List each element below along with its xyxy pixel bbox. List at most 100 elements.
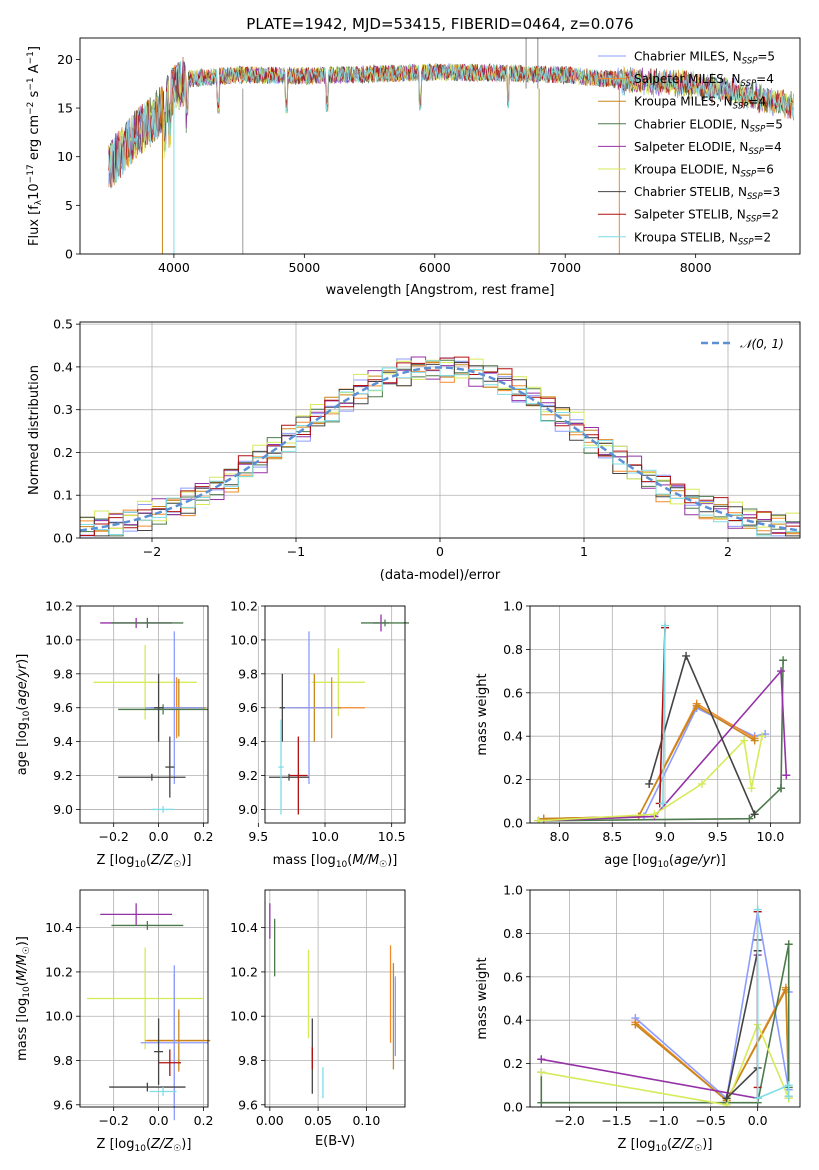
y-tick-label: 0 (65, 247, 73, 262)
z-mass-ylabel: mass [log10(M/M☉)] (15, 936, 32, 1061)
x-tick-label: −2.0 (554, 1113, 584, 1128)
weight-marker (534, 816, 543, 823)
label-part: 10 (134, 1144, 146, 1154)
legend-label: Kroupa STELIB, NSSP=2 (634, 230, 771, 247)
legend-name: Salpeter ELODIE, N (634, 140, 748, 154)
weight-marker (658, 799, 667, 808)
legend-sub: SSP (741, 170, 757, 180)
y-tick-label: 10.2 (230, 599, 258, 614)
y-tick-label: 9.2 (53, 768, 73, 783)
label-part: )] (387, 853, 397, 868)
label-part: ( (15, 706, 30, 711)
z-mass-points (86, 903, 211, 1121)
x-tick-label: 1 (580, 544, 588, 559)
y-tick-label: 9.4 (238, 734, 258, 749)
z-age-ylabel: age [log10(age/yr)] (15, 654, 32, 776)
label-part: Z [log (97, 1137, 135, 1152)
label-part: 10 (27, 183, 42, 200)
legend-value: =2 (754, 230, 772, 244)
spectrum-xlabel: wavelength [Angstrom, rest frame] (326, 283, 555, 298)
spectrum-ylabel: Flux [fλ10−17 erg cm−2 s−1 A−1] (26, 46, 44, 246)
weight-line-kroupa-miles (634, 986, 790, 1102)
residuals-frame (79, 321, 801, 539)
label-part: ( (667, 1137, 672, 1152)
weight-line-kroupa-stelib (662, 625, 666, 804)
x-tick-label: −1 (287, 544, 305, 559)
y-tick-label: 10.2 (45, 964, 73, 979)
x-tick-label: 10.5 (378, 829, 406, 844)
spectrum-kroupa-stelib (108, 60, 794, 189)
label-part: Z/Z (671, 1137, 695, 1152)
y-tick-label: 0.3 (53, 402, 73, 417)
y-tick-label: 0.1 (53, 488, 73, 503)
label-part: )] (181, 1137, 191, 1152)
ebv-mass-frame (264, 889, 406, 1108)
y-tick-label: 9.6 (53, 1097, 73, 1112)
label-part: 10 (336, 860, 348, 870)
x-tick-label: 2 (724, 544, 732, 559)
x-tick-label: −1.0 (648, 1113, 678, 1128)
spectrum-axes: 4000 5000 6000 7000 8000 0 5 10 15 20 (57, 52, 712, 275)
z-age-xlabel: Z [log10(Z/Z☉)] (97, 853, 192, 870)
x-tick-label: −2 (143, 544, 161, 559)
residuals-ylabel: Normed distribution (27, 365, 42, 495)
legend-label: Salpeter MILES, NSSP=4 (634, 72, 774, 89)
legend-label: Salpeter STELIB, NSSP=2 (634, 208, 779, 225)
label-part: ☉ (173, 1144, 181, 1154)
weight-marker (784, 940, 793, 949)
label-part: mass [log (273, 853, 336, 868)
y-tick-label: 9.6 (53, 700, 73, 715)
legend-name: Kroupa STELIB, N (634, 230, 738, 244)
label-part: ☉ (22, 946, 32, 954)
weight-marker (753, 905, 762, 914)
x-tick-label: 0.0 (748, 1113, 768, 1128)
y-tick-label: 0.5 (53, 317, 73, 332)
label-part: Z/Z (150, 1137, 174, 1152)
weight-marker (645, 779, 654, 788)
y-tick-label: 10.0 (45, 1009, 73, 1024)
x-tick-label: 0.0 (149, 1113, 169, 1128)
weight-marker (682, 651, 691, 660)
y-tick-label: 1.0 (503, 599, 523, 614)
figure-title: PLATE=1942, MJD=53415, FIBERID=0464, z=0… (246, 15, 633, 33)
mass-age-axes: 9.5 10.0 10.5 9.0 9.2 9.4 9.6 9.8 10.0 10.2 (230, 599, 405, 845)
y-tick-label: 0.0 (503, 1100, 523, 1115)
y-tick-label: 9.2 (238, 768, 258, 783)
y-tick-label: 0.2 (503, 772, 523, 787)
y-tick-label: 9.0 (238, 802, 258, 817)
y-tick-label: 0.2 (53, 445, 73, 460)
label-part: age/yr (15, 662, 30, 705)
y-tick-label: 10 (57, 149, 73, 164)
weight-marker (782, 771, 791, 780)
y-tick-label: 0.4 (503, 1013, 523, 1028)
label-part: 10 (22, 710, 32, 722)
label-part: M/M (15, 954, 30, 981)
label-part: −2 (26, 102, 36, 115)
y-tick-label: 20 (57, 52, 73, 67)
x-tick-label: 9.0 (655, 829, 675, 844)
x-tick-label: 9.5 (248, 829, 268, 844)
y-tick-label: 9.8 (238, 1053, 258, 1068)
label-part: Z [log (618, 1137, 656, 1152)
y-tick-label: 0.8 (503, 642, 523, 657)
legend-label: Salpeter ELODIE, NSSP=4 (634, 140, 782, 157)
residuals-axes: −2 −1 0 1 2 0.0 0.1 0.2 0.3 0.4 0.5 (53, 317, 800, 559)
label-part: )] (15, 936, 30, 946)
z-weight-xlabel: Z [log10(Z/Z☉)] (618, 1137, 713, 1154)
label-part: 10 (657, 860, 669, 870)
residuals-xlabel: (data-model)/error (380, 568, 501, 583)
legend-name: Chabrier ELODIE, N (634, 117, 750, 131)
age-weight-frame (529, 605, 801, 824)
legend-sub: SSP (742, 57, 758, 67)
legend-sub: SSP (748, 147, 764, 157)
x-tick-label: 7000 (549, 260, 581, 275)
age-weight-axes: 8.0 8.5 9.0 9.5 10.0 0.0 0.2 0.4 0.6 0.8 1.0 (503, 599, 800, 844)
label-part: ( (347, 853, 352, 868)
label-part: 10 (655, 1144, 667, 1154)
label-part: )] (15, 654, 30, 664)
label-part: age [log (15, 722, 30, 775)
y-tick-label: 0.2 (503, 1056, 523, 1071)
weight-marker (784, 1092, 793, 1101)
z-weight-lines (537, 905, 793, 1107)
